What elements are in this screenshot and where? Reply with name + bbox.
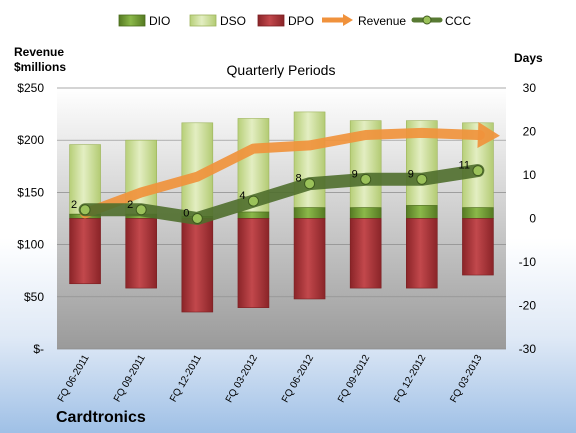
ccc-data-label: 11: [459, 160, 470, 172]
dpo-bar: [69, 218, 101, 285]
lines-group: 2 2 0 4 8 9 9 11: [71, 121, 500, 225]
left-tick-label: $100: [17, 238, 44, 252]
ccc-line: [78, 164, 485, 225]
legend-label: DPO: [288, 14, 314, 28]
dpo-bar: [349, 218, 382, 289]
ccc-data-label: 9: [408, 168, 414, 180]
dio-bar: [349, 207, 382, 219]
legend-swatch: [257, 14, 285, 27]
ccc-data-label: 2: [127, 199, 133, 211]
x-tick-label: FQ 12-2011: [168, 353, 204, 404]
legend-label: DSO: [220, 14, 246, 28]
ccc-point: [135, 204, 147, 216]
left-axis-label-line2: $millions: [14, 60, 66, 74]
x-tick-label: FQ 09-2011: [112, 353, 148, 404]
ccc-data-label: 8: [295, 173, 301, 185]
x-tick-label: FQ 03-2012: [224, 353, 260, 405]
dpo-bar: [462, 218, 494, 276]
company-name: Cardtronics: [56, 409, 146, 426]
dio-bar: [462, 207, 494, 219]
dpo-bar: [181, 218, 214, 313]
right-tick-label: 30: [523, 81, 537, 95]
ccc-data-label: 0: [183, 208, 189, 220]
ccc-data-label: 4: [239, 190, 245, 202]
legend-swatch: [118, 14, 146, 27]
revenue-arrowhead: [477, 121, 500, 148]
ccc-point: [416, 173, 428, 185]
left-tick-label: $200: [17, 133, 44, 147]
ccc-point: [472, 165, 484, 177]
ccc-point: [247, 195, 259, 207]
chart-title: Quarterly Periods: [227, 62, 336, 78]
ccc-point: [79, 204, 91, 216]
plot-area: [57, 88, 506, 349]
ccc-point: [360, 173, 372, 185]
right-axis-ticks: -30 -20 -10 0 10 20 30: [519, 81, 537, 356]
left-tick-label: $250: [17, 81, 44, 95]
dpo-bar: [237, 218, 270, 308]
legend-label: Revenue: [358, 14, 406, 28]
right-axis-label: Days: [514, 51, 543, 65]
right-tick-label: -20: [519, 299, 537, 313]
x-tick-label: FQ 03-2013: [448, 353, 484, 405]
left-tick-label: $150: [17, 185, 44, 199]
ccc-data-label: 2: [71, 199, 77, 211]
right-tick-label: 10: [523, 168, 537, 182]
left-axis-ticks: $- $50 $100 $150 $200 $250: [17, 81, 44, 356]
x-tick-label: FQ 06-2012: [280, 353, 316, 405]
right-tick-label: -30: [519, 342, 537, 356]
legend-label: DIO: [149, 14, 170, 28]
x-axis-ticks: FQ 06-2011 FQ 09-2011 FQ 12-2011 FQ 03-2012…: [56, 353, 485, 405]
right-tick-label: 20: [523, 125, 537, 139]
left-tick-label: $50: [24, 290, 44, 304]
left-axis-label-line1: Revenue: [14, 45, 64, 59]
dio-bar: [293, 207, 326, 219]
legend-swatch: [343, 14, 353, 26]
ccc-point: [191, 213, 203, 224]
x-tick-label: FQ 09-2012: [336, 353, 372, 405]
legend: DIO DSO DPO Revenue CCC: [118, 14, 471, 28]
dio-bar: [406, 205, 438, 219]
right-tick-label: -10: [519, 255, 537, 269]
dpo-bar: [125, 218, 157, 289]
revenue-line: [80, 127, 485, 219]
ccc-point: [304, 178, 316, 190]
legend-label: CCC: [445, 14, 471, 28]
left-tick-label: $-: [33, 342, 44, 356]
dso-bar: [125, 139, 157, 215]
x-tick-label: FQ 06-2011: [56, 353, 92, 404]
dio-bar: [237, 211, 270, 219]
ccc-data-label: 9: [352, 168, 358, 180]
x-tick-label: FQ 12-2012: [392, 353, 428, 405]
dpo-bar: [293, 218, 326, 300]
dpo-bar: [406, 218, 438, 289]
legend-swatch: [189, 14, 217, 27]
right-tick-label: 0: [529, 212, 536, 226]
legend-swatch: [422, 15, 432, 25]
